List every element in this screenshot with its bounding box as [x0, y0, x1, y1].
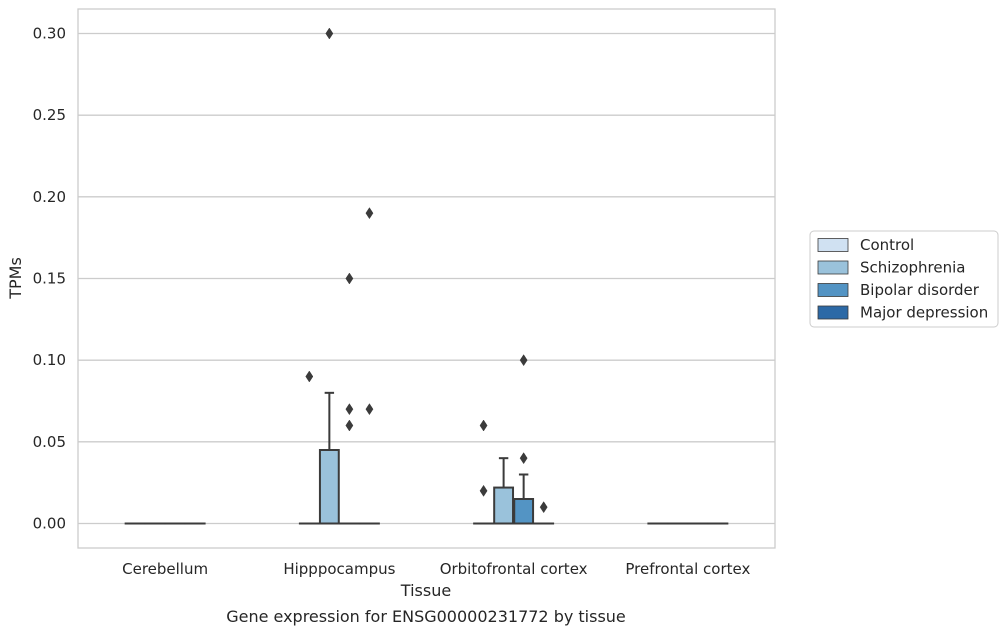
x-tick-labels: Cerebellum Hipppocampus Orbitofrontal cort… — [122, 560, 750, 578]
box-bipolar-disorder — [338, 272, 360, 525]
outlier-point — [345, 272, 354, 285]
chart-caption: Gene expression for ENSG00000231772 by t… — [226, 607, 626, 626]
y-tick-labels: 0.00 0.05 0.10 0.15 0.20 0.25 0.30 — [33, 25, 66, 533]
box-control — [298, 370, 320, 525]
x-tick-label: Orbitofrontal cortex — [440, 560, 588, 578]
legend-label: Major depression — [860, 304, 988, 322]
y-tick-label: 0.30 — [33, 25, 66, 43]
box-schizophrenia — [318, 27, 340, 525]
y-tick-label: 0.25 — [33, 106, 66, 124]
outlier-point — [519, 452, 528, 465]
box-body — [493, 486, 515, 525]
box-control — [473, 419, 494, 525]
x-tick-label: Hipppocampus — [283, 560, 395, 578]
legend-swatch — [817, 238, 849, 252]
box-major-depression — [359, 207, 380, 525]
box-body — [513, 498, 535, 525]
outlier-point — [539, 501, 548, 514]
y-axis-label: TPMs — [6, 257, 25, 300]
box-bipolar-disorder — [513, 354, 535, 525]
outlier-point — [325, 27, 334, 40]
outlier-point — [479, 484, 488, 497]
y-tick-label: 0.10 — [33, 351, 66, 369]
legend: Control Schizophrenia Bipolar disorder Majo… — [809, 230, 999, 328]
box-schizophrenia — [493, 457, 515, 525]
legend-swatch — [817, 305, 849, 320]
plot-frame — [77, 8, 776, 549]
box-body — [318, 449, 340, 525]
legend-label: Control — [860, 236, 914, 254]
outlier-point — [345, 419, 354, 432]
legend-swatch — [817, 260, 849, 275]
y-tick-label: 0.00 — [33, 515, 66, 533]
legend-label: Bipolar disorder — [860, 281, 980, 299]
outlier-point — [479, 419, 488, 432]
legend-label: Schizophrenia — [860, 259, 965, 277]
outlier-point — [345, 403, 354, 416]
box-plot-layer — [124, 27, 729, 525]
outlier-point — [365, 403, 374, 416]
box-major-depression — [533, 501, 555, 525]
y-tick-label: 0.15 — [33, 270, 66, 288]
x-tick-label: Prefrontal cortex — [625, 560, 750, 578]
grid-lines — [78, 32, 775, 525]
y-tick-label: 0.20 — [33, 188, 66, 206]
x-axis-label: Tissue — [400, 581, 451, 600]
outlier-point — [519, 354, 528, 367]
legend-swatch — [817, 283, 849, 297]
legend-frame — [809, 230, 999, 328]
x-tick-label: Cerebellum — [122, 560, 208, 578]
outlier-point — [365, 207, 374, 220]
y-tick-label: 0.05 — [33, 433, 66, 451]
outlier-point — [305, 370, 314, 383]
